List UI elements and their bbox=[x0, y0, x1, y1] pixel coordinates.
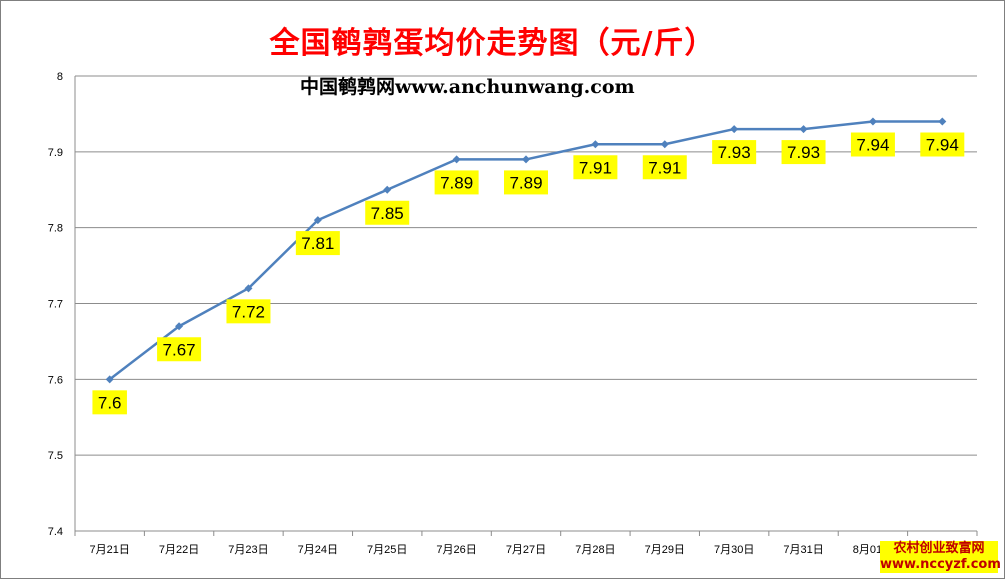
data-label: 7.6 bbox=[98, 393, 122, 412]
data-point-marker bbox=[591, 140, 600, 149]
data-label-bg bbox=[850, 132, 895, 157]
data-point-marker bbox=[730, 125, 739, 134]
data-label: 7.89 bbox=[440, 173, 473, 192]
x-tick-label: 7月31日 bbox=[783, 544, 823, 556]
watermark-badge: 农村创业致富网 www.nccyzf.com bbox=[880, 541, 1001, 573]
data-label: 7.94 bbox=[856, 136, 889, 155]
data-label: 7.81 bbox=[301, 234, 334, 253]
data-label: 7.93 bbox=[787, 143, 820, 162]
chart-subtitle: 中国鹌鹑网www.anchunwang.com bbox=[300, 76, 635, 98]
data-label-bg bbox=[92, 390, 127, 415]
y-tick-label: 7.8 bbox=[48, 223, 63, 235]
data-point-marker bbox=[175, 322, 184, 331]
data-label-bg bbox=[365, 200, 410, 225]
data-label: 7.85 bbox=[371, 204, 404, 223]
data-label-bg bbox=[573, 155, 618, 180]
data-point-marker bbox=[522, 155, 530, 164]
data-label: 7.91 bbox=[579, 158, 612, 177]
x-tick-label: 7月26日 bbox=[436, 544, 476, 556]
x-tick-label: 7月28日 bbox=[575, 544, 615, 556]
data-label: 7.94 bbox=[926, 136, 959, 155]
data-label: 7.93 bbox=[718, 143, 751, 162]
y-tick-label: 7.6 bbox=[48, 374, 63, 386]
data-label-bg bbox=[781, 140, 826, 165]
data-label: 7.91 bbox=[648, 158, 681, 177]
data-point-marker bbox=[660, 140, 669, 149]
watermark-line2: www.nccyzf.com bbox=[880, 557, 1001, 572]
x-tick-label: 7月22日 bbox=[159, 544, 199, 556]
data-point-marker bbox=[938, 117, 947, 126]
x-tick-label: 7月29日 bbox=[645, 544, 685, 556]
data-label-bg bbox=[920, 132, 965, 157]
data-point-marker bbox=[799, 125, 808, 134]
x-tick-label: 7月21日 bbox=[90, 544, 130, 556]
x-tick-label: 7月27日 bbox=[506, 544, 546, 556]
data-label-bg bbox=[712, 140, 757, 165]
data-point-marker bbox=[452, 155, 461, 164]
y-tick-label: 7.4 bbox=[48, 526, 63, 538]
data-point-marker bbox=[383, 185, 392, 194]
data-label-bg bbox=[226, 299, 271, 324]
x-tick-label: 7月25日 bbox=[367, 544, 407, 556]
y-tick-label: 7.5 bbox=[48, 450, 63, 462]
x-tick-label: 7月24日 bbox=[298, 544, 338, 556]
data-label: 7.67 bbox=[163, 340, 196, 359]
y-tick-label: 7.7 bbox=[48, 299, 63, 311]
data-point-marker bbox=[244, 284, 253, 293]
data-point-marker bbox=[313, 216, 322, 225]
data-label: 7.89 bbox=[509, 173, 542, 192]
data-label-bg bbox=[434, 170, 479, 195]
watermark-line1: 农村创业致富网 bbox=[893, 541, 985, 556]
chart-title: 全国鹌鹑蛋均价走势图（元/斤） bbox=[269, 26, 716, 61]
y-tick-label: 7.9 bbox=[48, 147, 63, 159]
data-label: 7.72 bbox=[232, 302, 265, 321]
data-label-bg bbox=[295, 231, 340, 256]
data-point-marker bbox=[105, 375, 114, 384]
x-tick-label: 7月30日 bbox=[714, 544, 754, 556]
data-label-bg bbox=[642, 155, 687, 180]
x-tick-label: 7月23日 bbox=[228, 544, 268, 556]
data-label-bg bbox=[157, 337, 202, 362]
y-tick-label: 8 bbox=[57, 71, 63, 83]
data-label-bg bbox=[504, 170, 548, 195]
data-point-marker bbox=[868, 117, 877, 126]
